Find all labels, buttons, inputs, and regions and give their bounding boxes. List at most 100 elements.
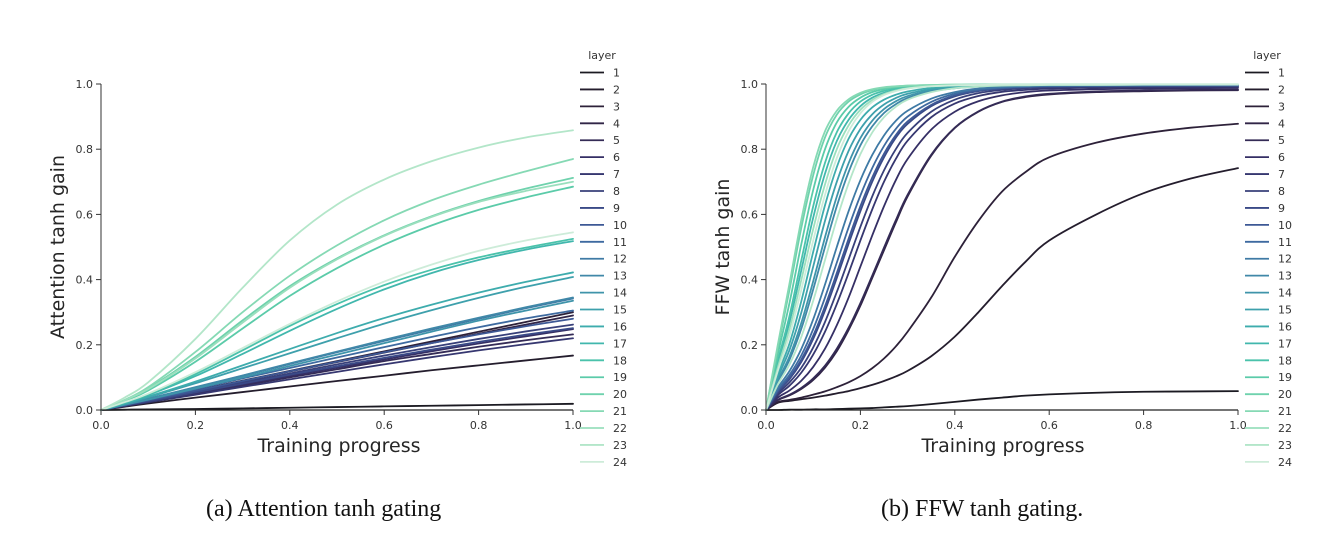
attention-y-tick-label: 0.6 (76, 208, 94, 221)
attention-y-tick-label: 0.4 (76, 274, 94, 287)
attention-legend-label: 6 (613, 151, 620, 164)
attention-legend-label: 9 (613, 202, 620, 215)
ffw-y-tick-label: 0.8 (741, 143, 759, 156)
ffw-legend-label: 9 (1278, 202, 1285, 215)
ffw-series-layer-2 (765, 167, 1239, 411)
attention-gating-chart: 0.0 0.2 0.4 0.6 0.8 1.0 0.0 0.2 0.4 0.6 0.8 1.0 Tra… (47, 49, 627, 469)
attention-series-lines (100, 129, 574, 411)
attention-legend-label: 17 (613, 337, 627, 350)
ffw-legend-label: 11 (1278, 236, 1292, 249)
attention-legend-label: 12 (613, 253, 627, 266)
attention-y-tick-label: 0.0 (76, 404, 94, 417)
ffw-caption: (b) FFW tanh gating. (881, 496, 1084, 522)
ffw-axes: 0.0 0.2 0.4 0.6 0.8 1.0 0.0 0.2 0.4 0.6 0.8 1.0 (741, 78, 1247, 432)
ffw-legend-label: 16 (1278, 320, 1292, 333)
ffw-legend-label: 10 (1278, 219, 1292, 232)
attention-series-layer-24 (100, 231, 574, 411)
ffw-y-tick-label: 0.6 (741, 208, 759, 221)
attention-series-layer-22 (100, 180, 574, 411)
ffw-series-lines (765, 83, 1239, 411)
ffw-x-tick-label: 0.2 (852, 419, 870, 432)
attention-series-layer-16 (100, 271, 574, 411)
attention-legend-label: 21 (613, 405, 627, 418)
ffw-legend-label: 7 (1278, 168, 1285, 181)
attention-legend-label: 7 (613, 168, 620, 181)
ffw-y-tick-label: 0.4 (741, 274, 759, 287)
ffw-legend-label: 21 (1278, 405, 1292, 418)
attention-legend-label: 3 (613, 100, 620, 113)
ffw-legend-label: 3 (1278, 100, 1285, 113)
attention-legend-label: 4 (613, 117, 620, 130)
attention-legend-label: 13 (613, 270, 627, 283)
attention-x-tick-label: 0.6 (375, 419, 393, 432)
attention-legend-label: 8 (613, 185, 620, 198)
attention-legend-label: 14 (613, 287, 627, 300)
ffw-x-tick-label: 0.4 (946, 419, 964, 432)
attention-series-layer-14 (100, 299, 574, 411)
ffw-legend-label: 23 (1278, 439, 1292, 452)
attention-legend-label: 19 (613, 371, 627, 384)
ffw-legend-label: 15 (1278, 304, 1292, 317)
ffw-legend-label: 6 (1278, 151, 1285, 164)
ffw-series-layer-6 (765, 87, 1239, 411)
ffw-series-layer-3 (765, 122, 1239, 411)
ffw-legend-label: 17 (1278, 337, 1292, 350)
attention-legend-label: 23 (613, 439, 627, 452)
attention-y-tick-label: 0.2 (76, 339, 94, 352)
attention-legend-label: 1 (613, 67, 620, 80)
attention-series-layer-19 (100, 185, 574, 411)
attention-legend-label: 24 (613, 456, 627, 469)
attention-x-tick-label: 0.2 (187, 419, 205, 432)
ffw-legend-label: 24 (1278, 456, 1292, 469)
ffw-x-tick-label: 1.0 (1229, 419, 1247, 432)
attention-legend-label: 2 (613, 83, 620, 96)
attention-y-tick-label: 1.0 (76, 78, 94, 91)
ffw-legend-label: 2 (1278, 83, 1285, 96)
attention-legend-label: 11 (613, 236, 627, 249)
ffw-y-tick-label: 0.2 (741, 339, 759, 352)
attention-series-layer-13 (100, 296, 574, 411)
ffw-x-axis-label: Training progress (920, 435, 1084, 457)
attention-legend-label: 16 (613, 320, 627, 333)
attention-legend-title: layer (588, 49, 616, 62)
ffw-gating-chart: 0.0 0.2 0.4 0.6 0.8 1.0 0.0 0.2 0.4 0.6 0.8 1.0 Tra… (712, 49, 1292, 469)
ffw-x-tick-label: 0.0 (757, 419, 775, 432)
attention-caption: (a) Attention tanh gating (206, 496, 442, 522)
attention-legend-label: 10 (613, 219, 627, 232)
ffw-series-layer-5 (765, 88, 1239, 411)
ffw-legend-title: layer (1253, 49, 1281, 62)
attention-x-tick-label: 1.0 (564, 419, 582, 432)
attention-legend-label: 20 (613, 388, 627, 401)
attention-legend-label: 18 (613, 354, 627, 367)
ffw-legend-label: 18 (1278, 354, 1292, 367)
attention-series-layer-18 (100, 237, 574, 411)
attention-series-layer-21 (100, 158, 574, 411)
attention-y-tick-label: 0.8 (76, 143, 94, 156)
ffw-series-layer-7 (765, 86, 1239, 411)
attention-x-tick-label: 0.4 (281, 419, 299, 432)
ffw-y-axis-label: FFW tanh gain (712, 179, 734, 316)
attention-legend-label: 15 (613, 304, 627, 317)
attention-legend-label: 5 (613, 134, 620, 147)
ffw-series-layer-24 (765, 83, 1239, 411)
ffw-y-tick-label: 1.0 (741, 78, 759, 91)
attention-x-tick-label: 0.0 (92, 419, 110, 432)
ffw-legend-label: 14 (1278, 287, 1292, 300)
attention-legend-label: 22 (613, 422, 627, 435)
attention-x-axis-label: Training progress (256, 435, 420, 457)
ffw-legend: layer12345678910111213141516171819202122… (1245, 49, 1292, 469)
attention-series-layer-2 (100, 354, 574, 411)
ffw-legend-label: 20 (1278, 388, 1292, 401)
attention-series-layer-23 (100, 129, 574, 411)
attention-series-layer-1 (100, 402, 574, 411)
ffw-legend-label: 8 (1278, 185, 1285, 198)
ffw-x-tick-label: 0.6 (1040, 419, 1058, 432)
ffw-x-tick-label: 0.8 (1135, 419, 1153, 432)
ffw-legend-label: 22 (1278, 422, 1292, 435)
attention-series-layer-7 (100, 337, 574, 411)
ffw-legend-label: 12 (1278, 253, 1292, 266)
ffw-legend-label: 4 (1278, 117, 1285, 130)
ffw-legend-label: 13 (1278, 270, 1292, 283)
attention-legend: layer12345678910111213141516171819202122… (580, 49, 627, 469)
